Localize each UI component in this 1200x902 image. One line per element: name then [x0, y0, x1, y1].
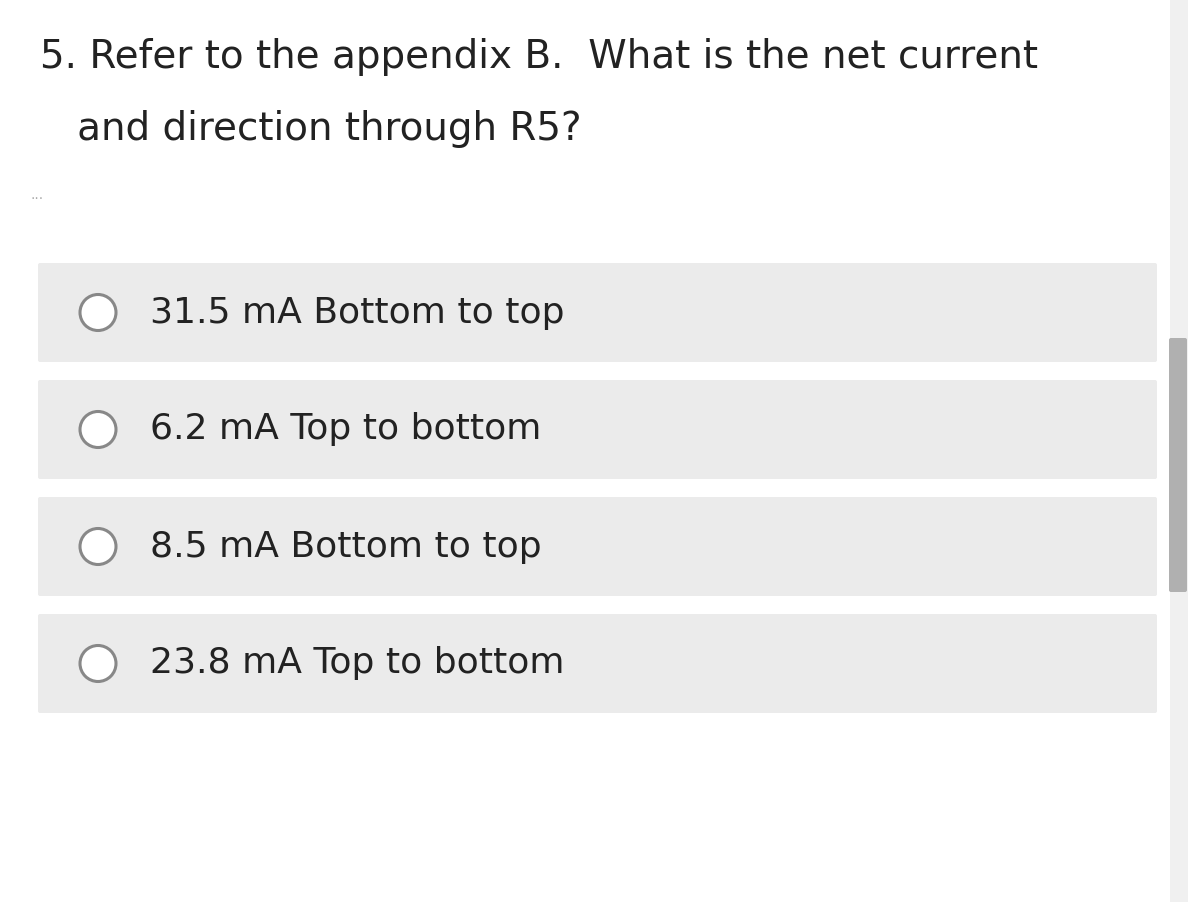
Text: 23.8 mA Top to bottom: 23.8 mA Top to bottom [150, 647, 564, 680]
Text: 8.5 mA Bottom to top: 8.5 mA Bottom to top [150, 529, 541, 564]
FancyBboxPatch shape [38, 497, 1157, 596]
FancyBboxPatch shape [38, 614, 1157, 713]
Text: 31.5 mA Bottom to top: 31.5 mA Bottom to top [150, 296, 564, 329]
Text: 5. Refer to the appendix B.  What is the net current: 5. Refer to the appendix B. What is the … [40, 38, 1038, 76]
Text: and direction through R5?: and direction through R5? [40, 110, 582, 148]
Text: ...: ... [30, 188, 43, 202]
Circle shape [80, 529, 116, 565]
FancyBboxPatch shape [1169, 338, 1187, 592]
Circle shape [80, 294, 116, 330]
FancyBboxPatch shape [38, 263, 1157, 362]
FancyBboxPatch shape [1170, 0, 1188, 902]
Circle shape [80, 646, 116, 682]
FancyBboxPatch shape [38, 380, 1157, 479]
Circle shape [80, 411, 116, 447]
Text: 6.2 mA Top to bottom: 6.2 mA Top to bottom [150, 412, 541, 446]
